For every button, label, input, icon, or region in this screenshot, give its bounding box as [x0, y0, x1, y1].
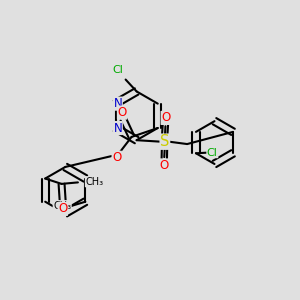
Text: O: O — [117, 106, 127, 119]
Text: O: O — [161, 111, 170, 124]
Text: N: N — [113, 122, 122, 134]
Text: O: O — [112, 151, 121, 164]
Text: Cl: Cl — [207, 148, 218, 158]
Text: O: O — [58, 202, 68, 215]
Text: CH₃: CH₃ — [53, 201, 71, 211]
Text: CH₃: CH₃ — [85, 177, 103, 187]
Text: S: S — [160, 134, 170, 149]
Text: O: O — [160, 159, 169, 172]
Text: N: N — [113, 97, 122, 110]
Text: Cl: Cl — [112, 65, 123, 75]
